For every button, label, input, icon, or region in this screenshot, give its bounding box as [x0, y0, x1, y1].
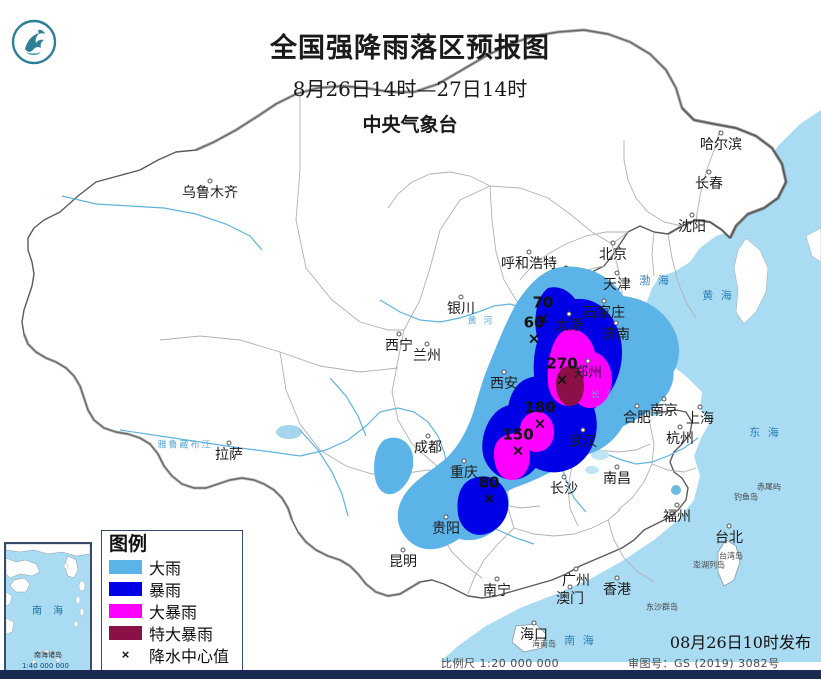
city-marker-dot	[718, 130, 724, 136]
city-marker-dot	[531, 620, 537, 626]
city-marker-dot	[526, 249, 532, 255]
legend-swatch-0	[109, 559, 142, 574]
city-marker-dot	[567, 584, 573, 590]
legend-label-0: 大雨	[149, 558, 182, 578]
city-marker-dot	[207, 178, 213, 184]
city-marker-dot	[614, 270, 620, 276]
map-approval-number: 审图号：GS (2019) 3082号	[628, 657, 780, 670]
city-marker-dot	[614, 464, 620, 470]
inset-sea-label: 南 海	[32, 606, 68, 617]
inset-islands-label: 南海诸岛	[34, 651, 62, 659]
city-marker-dot	[585, 358, 591, 364]
city-marker-dot	[614, 575, 620, 581]
city-marker-dot	[610, 240, 616, 246]
city-marker-dot	[677, 424, 683, 430]
legend-item-2: 大暴雨	[109, 600, 242, 622]
legend-swatch-1	[109, 581, 142, 596]
legend-item-4: × 降水中心值	[109, 644, 242, 666]
city-marker-dot	[226, 440, 232, 446]
legend-swatch-3	[109, 625, 142, 640]
city-marker-dot	[396, 331, 402, 337]
city-marker-dot	[561, 474, 567, 480]
legend-item-1: 暴雨	[109, 578, 242, 600]
city-marker-dot	[674, 502, 680, 508]
city-marker-dot	[501, 369, 507, 375]
south-china-sea-inset-map: 南 海 南海诸岛 1:40 000 000	[4, 542, 92, 674]
legend-title: 图例	[109, 533, 148, 555]
city-marker-dot	[443, 514, 449, 520]
legend-panel: 图例 大雨 暴雨 大暴雨 特大暴雨 × 降水中心值	[101, 530, 243, 674]
city-marker-dot	[573, 566, 579, 572]
legend-label-2: 大暴雨	[149, 602, 198, 622]
city-marker-dot	[580, 427, 586, 433]
map-scale-text: 比例尺 1:20 000 000	[441, 657, 560, 670]
city-marker-dot	[566, 311, 572, 317]
city-marker-dot	[689, 212, 695, 218]
city-marker-dot	[697, 404, 703, 410]
city-marker-dot	[461, 458, 467, 464]
precipitation-center-x-icon: ×	[121, 646, 130, 662]
city-marker-dot	[613, 320, 619, 326]
legend-rows: 大雨 暴雨 大暴雨 特大暴雨 × 降水中心值	[109, 556, 242, 666]
city-marker-dot	[706, 169, 712, 175]
issue-date-text: 08月26日10时发布	[669, 633, 811, 652]
inset-scale-text: 1:40 000 000	[22, 662, 69, 670]
legend-label-3: 特大暴雨	[149, 624, 214, 644]
bottom-bar	[0, 670, 821, 679]
legend-label-4: 降水中心值	[149, 646, 230, 666]
legend-swatch-2	[109, 603, 142, 618]
city-marker-dot	[424, 341, 430, 347]
city-marker-dot	[494, 576, 500, 582]
city-marker-dot	[661, 396, 667, 402]
city-marker-dot	[458, 294, 464, 300]
cma-dragon-logo-icon	[8, 16, 60, 68]
city-marker-dot	[726, 523, 732, 529]
city-marker-dot	[425, 433, 431, 439]
city-marker-dot	[634, 403, 640, 409]
legend-label-1: 暴雨	[149, 580, 182, 600]
legend-item-3: 特大暴雨	[109, 622, 242, 644]
legend-item-0: 大雨	[109, 556, 242, 578]
city-marker-dot	[400, 547, 406, 553]
city-marker-dot	[601, 298, 607, 304]
